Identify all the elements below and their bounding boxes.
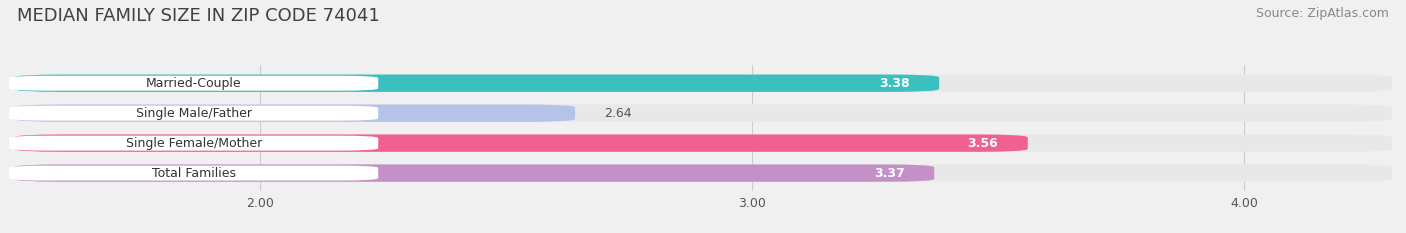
FancyBboxPatch shape [14,134,1392,152]
FancyBboxPatch shape [8,166,378,181]
FancyBboxPatch shape [14,104,575,122]
Text: MEDIAN FAMILY SIZE IN ZIP CODE 74041: MEDIAN FAMILY SIZE IN ZIP CODE 74041 [17,7,380,25]
Text: 3.37: 3.37 [875,167,905,180]
FancyBboxPatch shape [14,164,1392,182]
FancyBboxPatch shape [8,76,378,91]
FancyBboxPatch shape [8,106,378,121]
Text: Single Male/Father: Single Male/Father [135,107,252,120]
Text: Married-Couple: Married-Couple [146,77,242,90]
FancyBboxPatch shape [14,75,939,92]
Text: Total Families: Total Families [152,167,236,180]
FancyBboxPatch shape [14,164,935,182]
Text: 3.38: 3.38 [879,77,910,90]
FancyBboxPatch shape [14,134,1028,152]
FancyBboxPatch shape [14,104,1392,122]
Text: 2.64: 2.64 [605,107,633,120]
Text: Single Female/Mother: Single Female/Mother [125,137,262,150]
FancyBboxPatch shape [8,136,378,151]
Text: Source: ZipAtlas.com: Source: ZipAtlas.com [1256,7,1389,20]
Text: 3.56: 3.56 [967,137,998,150]
FancyBboxPatch shape [14,75,1392,92]
